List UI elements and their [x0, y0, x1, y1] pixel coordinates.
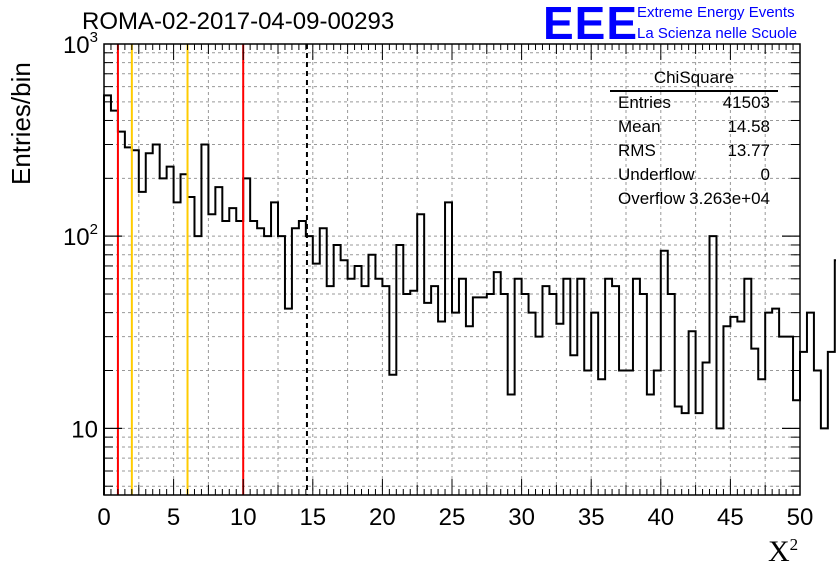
stats-key: Entries [618, 93, 671, 112]
stats-row-overflow: Overflow 3.263e+04 [610, 189, 778, 213]
logo-tagline-2: La Scienza nelle Scuole [637, 25, 798, 42]
x-tick-label: 25 [439, 504, 466, 531]
y-tick-label: 103 [63, 29, 98, 59]
logo-tagline-1: Extreme Energy Events [637, 4, 795, 21]
stats-box: ChiSquare Entries 41503 Mean 14.58 RMS 1… [610, 68, 778, 213]
stats-row-mean: Mean 14.58 [610, 117, 778, 141]
x-tick-label: 10 [230, 504, 257, 531]
stats-value: 13.77 [727, 141, 770, 160]
x-tick-label: 45 [717, 504, 744, 531]
x-tick-label: 0 [97, 504, 110, 531]
y-axis-label: Entries/bin [6, 62, 36, 185]
histogram [103, 94, 836, 495]
y-tick-base: 10 [63, 32, 90, 59]
y-tick-exponent: 2 [90, 221, 98, 238]
x-tick-label: 15 [299, 504, 326, 531]
eee-logo: EEE [543, 0, 639, 49]
y-tick-label: 10 [71, 416, 98, 443]
stats-key: Mean [618, 117, 661, 136]
chart-title: ROMA-02-2017-04-09-00293 [82, 8, 395, 35]
reference-lines [116, 44, 308, 495]
y-tick-exponent: 3 [90, 29, 98, 46]
stats-title: ChiSquare [610, 68, 778, 92]
stats-key: Overflow [618, 189, 686, 208]
histogram-outline [103, 94, 836, 495]
x-axis-label: X2 [768, 535, 799, 568]
x-tick-label: 50 [787, 504, 814, 531]
stats-row-rms: RMS 13.77 [610, 141, 778, 165]
stats-row-entries: Entries 41503 [610, 93, 778, 117]
stats-key: Underflow [618, 165, 695, 184]
stats-value: 41503 [722, 93, 770, 112]
x-tick-label: 40 [647, 504, 674, 531]
x-tick-label: 30 [508, 504, 535, 531]
stats-value: 3.263e+04 [689, 189, 770, 208]
stats-row-underflow: Underflow 0 [610, 165, 778, 189]
y-tick-base: 10 [63, 224, 90, 251]
x-tick-label: 5 [167, 504, 180, 531]
x-tick-label: 35 [578, 504, 605, 531]
grid-layer [104, 44, 800, 495]
y-tick-label: 102 [63, 221, 98, 251]
stats-key: RMS [618, 141, 656, 160]
stats-value: 0 [760, 165, 770, 184]
x-tick-label: 20 [369, 504, 396, 531]
stats-value: 14.58 [727, 117, 770, 136]
